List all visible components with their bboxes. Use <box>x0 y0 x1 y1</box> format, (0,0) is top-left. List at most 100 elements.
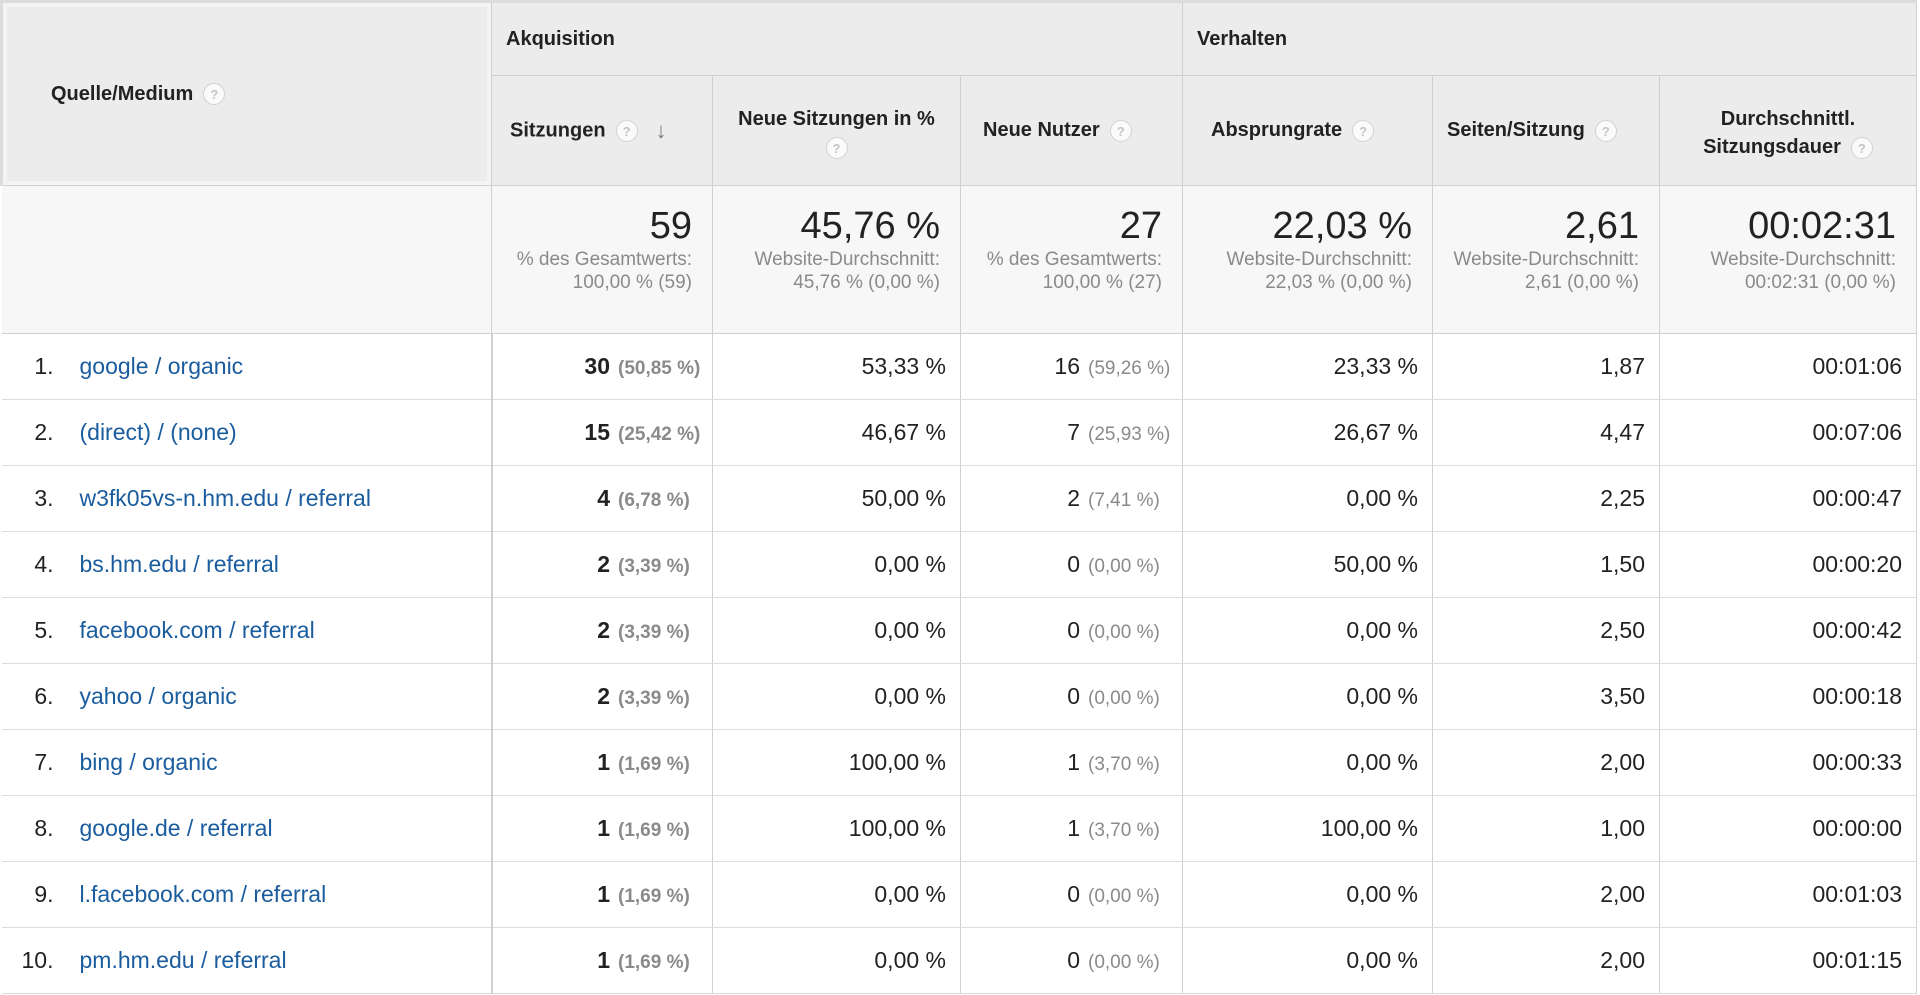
source-cell: 3. w3fk05vs-n.hm.edu / referral <box>1 465 493 532</box>
col-header-sessions-label: Sitzungen <box>510 118 606 141</box>
new-users-value: 0 <box>1067 551 1080 577</box>
new-users-value: 0 <box>1067 617 1080 643</box>
sessions-cell: 4 (6,78 %) <box>491 465 713 532</box>
new-users-value: 2 <box>1067 485 1080 511</box>
new-users-cell: 7 (25,93 %) <box>960 399 1183 466</box>
total-new-users-sub: % des Gesamtwerts: 100,00 % (27) <box>986 249 1162 293</box>
table-row: 2. (direct) / (none) 15 (25,42 %) 46,67 % 7 (2… <box>1 399 1917 466</box>
new-users-percent: (0,00 %) <box>1088 688 1160 709</box>
help-icon[interactable]: ? <box>203 83 226 106</box>
source-link[interactable]: w3fk05vs-n.hm.edu / referral <box>79 485 371 511</box>
new-users-cell: 1 (3,70 %) <box>960 729 1183 796</box>
source-link[interactable]: facebook.com / referral <box>79 617 315 643</box>
help-icon[interactable]: ? <box>825 136 848 159</box>
sessions-value: 4 <box>597 485 610 511</box>
new-users-percent: (25,93 %) <box>1088 424 1171 445</box>
new-users-percent: (0,00 %) <box>1088 886 1160 907</box>
new-sessions-cell: 0,00 % <box>712 531 961 598</box>
pages-per-session-cell: 2,00 <box>1432 729 1660 796</box>
help-icon[interactable]: ? <box>1109 119 1132 142</box>
source-link[interactable]: (direct) / (none) <box>79 419 237 445</box>
avg-duration-cell: 00:00:47 <box>1659 465 1917 532</box>
total-new-sessions-value: 45,76 % <box>800 205 940 247</box>
total-bounce-rate-value: 22,03 % <box>1272 205 1412 247</box>
table-row: 5. facebook.com / referral 2 (3,39 %) 0,00 %… <box>1 597 1917 664</box>
sessions-value: 1 <box>597 749 610 775</box>
source-link[interactable]: l.facebook.com / referral <box>79 881 327 907</box>
col-header-new-users[interactable]: Neue Nutzer? <box>960 75 1183 186</box>
header-group-row: Quelle/Medium? Akquisition Verhalten <box>0 0 1917 186</box>
pages-per-session-cell: 1,00 <box>1432 795 1660 862</box>
sessions-cell: 1 (1,69 %) <box>491 861 713 928</box>
source-link[interactable]: google.de / referral <box>79 815 273 841</box>
col-header-pages-per-session[interactable]: Seiten/Sitzung? <box>1432 75 1660 186</box>
sessions-value: 2 <box>597 683 610 709</box>
table-row: 3. w3fk05vs-n.hm.edu / referral 4 (6,78 %) 5… <box>1 465 1917 532</box>
help-icon[interactable]: ? <box>1352 119 1375 142</box>
source-link[interactable]: pm.hm.edu / referral <box>79 947 287 973</box>
sort-descending-icon[interactable]: ↓ <box>655 117 667 143</box>
bounce-rate-cell: 23,33 % <box>1182 333 1433 400</box>
col-header-bounce-rate[interactable]: Absprungrate? <box>1182 75 1433 186</box>
new-sessions-cell: 100,00 % <box>712 795 961 862</box>
sessions-value: 1 <box>597 947 610 973</box>
sessions-cell: 1 (1,69 %) <box>491 927 713 994</box>
source-cell: 2. (direct) / (none) <box>1 399 493 466</box>
new-users-cell: 16 (59,26 %) <box>960 333 1183 400</box>
total-avg-duration: 00:02:31 Website-Durchschnitt: 00:02:31 … <box>1659 185 1917 334</box>
col-header-avg-duration-line1: Durchschnittl. <box>1720 108 1856 130</box>
new-users-value: 16 <box>1054 353 1080 379</box>
total-sessions-value: 59 <box>649 205 692 247</box>
total-pages-per-session-sub: Website-Durchschnitt: 2,61 (0,00 %) <box>1453 249 1640 293</box>
row-index: 8. <box>34 815 54 841</box>
avg-duration-cell: 00:01:15 <box>1659 927 1917 994</box>
sessions-percent: (3,39 %) <box>618 556 690 577</box>
new-users-cell: 0 (0,00 %) <box>960 861 1183 928</box>
new-users-value: 1 <box>1067 815 1080 841</box>
source-link[interactable]: bs.hm.edu / referral <box>79 551 279 577</box>
sessions-percent: (1,69 %) <box>618 754 690 775</box>
help-icon[interactable]: ? <box>615 119 638 142</box>
new-users-value: 0 <box>1067 947 1080 973</box>
sessions-cell: 2 (3,39 %) <box>491 531 713 598</box>
sessions-cell: 2 (3,39 %) <box>491 597 713 664</box>
help-icon[interactable]: ? <box>1850 136 1873 159</box>
bounce-rate-cell: 100,00 % <box>1182 795 1433 862</box>
source-link[interactable]: bing / organic <box>79 749 218 775</box>
new-sessions-cell: 0,00 % <box>712 663 961 730</box>
row-index: 1. <box>34 353 54 379</box>
total-sessions-sub: % des Gesamtwerts: 100,00 % (59) <box>516 249 692 293</box>
help-icon[interactable]: ? <box>1594 119 1617 142</box>
source-medium-header[interactable]: Quelle/Medium? <box>0 0 492 186</box>
totals-row: 59 % des Gesamtwerts: 100,00 % (59) 45,7… <box>1 185 1917 334</box>
source-cell: 9. l.facebook.com / referral <box>1 861 493 928</box>
new-users-percent: (0,00 %) <box>1088 952 1160 973</box>
source-cell: 4. bs.hm.edu / referral <box>1 531 493 598</box>
avg-duration-cell: 00:01:06 <box>1659 333 1917 400</box>
table-row: 9. l.facebook.com / referral 1 (1,69 %) 0,00… <box>1 861 1917 928</box>
avg-duration-cell: 00:00:42 <box>1659 597 1917 664</box>
sessions-value: 30 <box>584 353 610 379</box>
sessions-percent: (1,69 %) <box>618 952 690 973</box>
sessions-percent: (50,85 %) <box>618 358 701 379</box>
avg-duration-cell: 00:00:18 <box>1659 663 1917 730</box>
row-index: 2. <box>34 419 54 445</box>
avg-duration-cell: 00:00:00 <box>1659 795 1917 862</box>
col-header-sessions[interactable]: Sitzungen? ↓ <box>491 75 713 186</box>
col-header-avg-duration[interactable]: Durchschnittl. Sitzungsdauer? <box>1659 75 1917 186</box>
row-index: 3. <box>34 485 54 511</box>
new-sessions-cell: 53,33 % <box>712 333 961 400</box>
source-cell: 1. google / organic <box>1 333 493 400</box>
new-users-cell: 0 (0,00 %) <box>960 597 1183 664</box>
pages-per-session-cell: 2,25 <box>1432 465 1660 532</box>
sessions-percent: (1,69 %) <box>618 820 690 841</box>
total-pages-per-session-value: 2,61 <box>1565 205 1639 247</box>
pages-per-session-cell: 2,00 <box>1432 861 1660 928</box>
col-header-new-sessions[interactable]: Neue Sitzungen in % ? <box>712 75 961 186</box>
table-row: 8. google.de / referral 1 (1,69 %) 100,00 % 1… <box>1 795 1917 862</box>
source-link[interactable]: google / organic <box>79 353 244 379</box>
source-link[interactable]: yahoo / organic <box>79 683 237 709</box>
sessions-percent: (25,42 %) <box>618 424 701 445</box>
new-users-value: 0 <box>1067 683 1080 709</box>
total-bounce-rate-sub: Website-Durchschnitt: 22,03 % (0,00 %) <box>1226 249 1413 293</box>
